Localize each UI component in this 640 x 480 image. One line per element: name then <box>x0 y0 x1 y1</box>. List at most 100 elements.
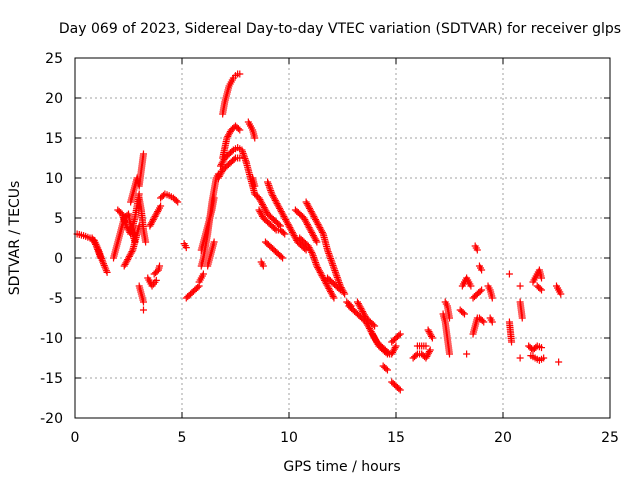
data-point-interp <box>120 215 128 223</box>
data-point-interp <box>274 201 282 209</box>
data-point <box>324 246 332 254</box>
data-point-interp <box>126 251 134 259</box>
data-point-interp <box>154 208 162 216</box>
data-point-interp <box>275 221 283 229</box>
data-point-interp <box>257 209 265 217</box>
data-point-interp <box>125 252 133 260</box>
data-point <box>488 294 496 302</box>
data-point-interp <box>365 324 373 332</box>
data-point <box>152 276 160 284</box>
data-point <box>426 346 434 354</box>
data-point-interp <box>354 300 362 308</box>
data-point-interp <box>334 275 342 283</box>
data-point-interp <box>333 272 341 280</box>
data-point-interp <box>310 212 318 220</box>
data-point <box>328 258 336 266</box>
data-point-interp <box>318 228 326 236</box>
data-point-interp <box>335 277 343 285</box>
data-point <box>446 350 453 358</box>
data-point-interp <box>360 311 368 319</box>
data-point-interp <box>395 385 403 393</box>
data-point-interp <box>312 217 320 225</box>
data-point <box>304 242 312 250</box>
data-point-interp <box>239 149 247 157</box>
data-point-interp <box>194 283 202 291</box>
data-point <box>174 198 182 206</box>
data-point-interp <box>149 216 157 224</box>
data-point <box>508 338 516 346</box>
data-point-interp <box>291 233 299 241</box>
data-point <box>236 126 244 134</box>
data-point-interp <box>282 217 290 225</box>
data-point <box>467 282 475 290</box>
data-point <box>396 330 404 338</box>
data-point-interp <box>102 267 110 275</box>
data-point-interp <box>256 196 264 204</box>
data-point <box>428 334 436 342</box>
data-point-interp <box>428 332 436 340</box>
data-point-interp <box>317 225 325 233</box>
data-point-interp <box>288 227 296 235</box>
data-point-interp <box>279 211 287 219</box>
data-point-interp <box>264 180 272 188</box>
data-point-interp <box>390 345 398 353</box>
data-point-interp <box>370 333 378 341</box>
data-point-interp <box>277 253 285 261</box>
data-point-interp <box>307 227 315 235</box>
data-point <box>264 178 272 186</box>
data-point-interp <box>242 156 250 164</box>
data-point-interp <box>365 323 373 331</box>
data-point <box>255 206 263 214</box>
data-point-interp <box>476 287 484 295</box>
data-point-interp <box>217 160 225 168</box>
data-point-interp <box>307 208 315 216</box>
data-point-interp <box>357 304 365 312</box>
data-point-interp <box>128 248 136 256</box>
data-point <box>223 134 231 142</box>
data-point <box>210 194 218 202</box>
data-point-interp <box>260 204 268 212</box>
data-point-interp <box>311 257 319 265</box>
data-point-interp <box>327 289 335 297</box>
data-point-interp <box>427 331 435 339</box>
data-point <box>302 198 310 206</box>
data-point-interp <box>276 204 284 212</box>
data-point-interp <box>286 224 294 232</box>
data-point-interp <box>304 201 312 209</box>
data-point <box>118 210 126 218</box>
data-point <box>353 298 361 306</box>
data-point-interp <box>459 309 467 317</box>
data-point-interp <box>423 352 431 360</box>
data-point-interp <box>395 331 403 339</box>
y-tick-label: 0 <box>54 251 63 267</box>
data-point-interp <box>355 301 363 309</box>
data-point <box>315 222 323 230</box>
data-point <box>311 214 319 222</box>
data-point-interp <box>314 264 322 272</box>
data-point-interp <box>119 212 127 220</box>
data-point-interp <box>309 211 317 219</box>
data-point-interp <box>240 151 248 159</box>
data-point-interp <box>94 245 102 253</box>
data-point <box>516 282 524 290</box>
data-point-interp <box>241 155 249 163</box>
data-point-interp <box>313 219 321 227</box>
data-point-interp <box>265 181 273 189</box>
data-point-interp <box>287 225 295 233</box>
data-point-interp <box>303 200 311 208</box>
data-point-interp <box>258 211 266 219</box>
data-point <box>279 254 287 262</box>
data-point-interp <box>425 348 433 356</box>
data-point <box>157 202 165 210</box>
data-point <box>460 310 468 318</box>
data-point-interp <box>306 204 314 212</box>
data-point-interp <box>391 344 399 352</box>
data-point-interp <box>308 248 316 256</box>
data-point-interp <box>384 349 392 357</box>
data-point-interp <box>309 232 317 240</box>
data-point-interp <box>91 239 99 247</box>
data-point <box>309 250 317 258</box>
data-point-interp <box>389 347 397 355</box>
y-tick-label: 15 <box>45 131 63 147</box>
